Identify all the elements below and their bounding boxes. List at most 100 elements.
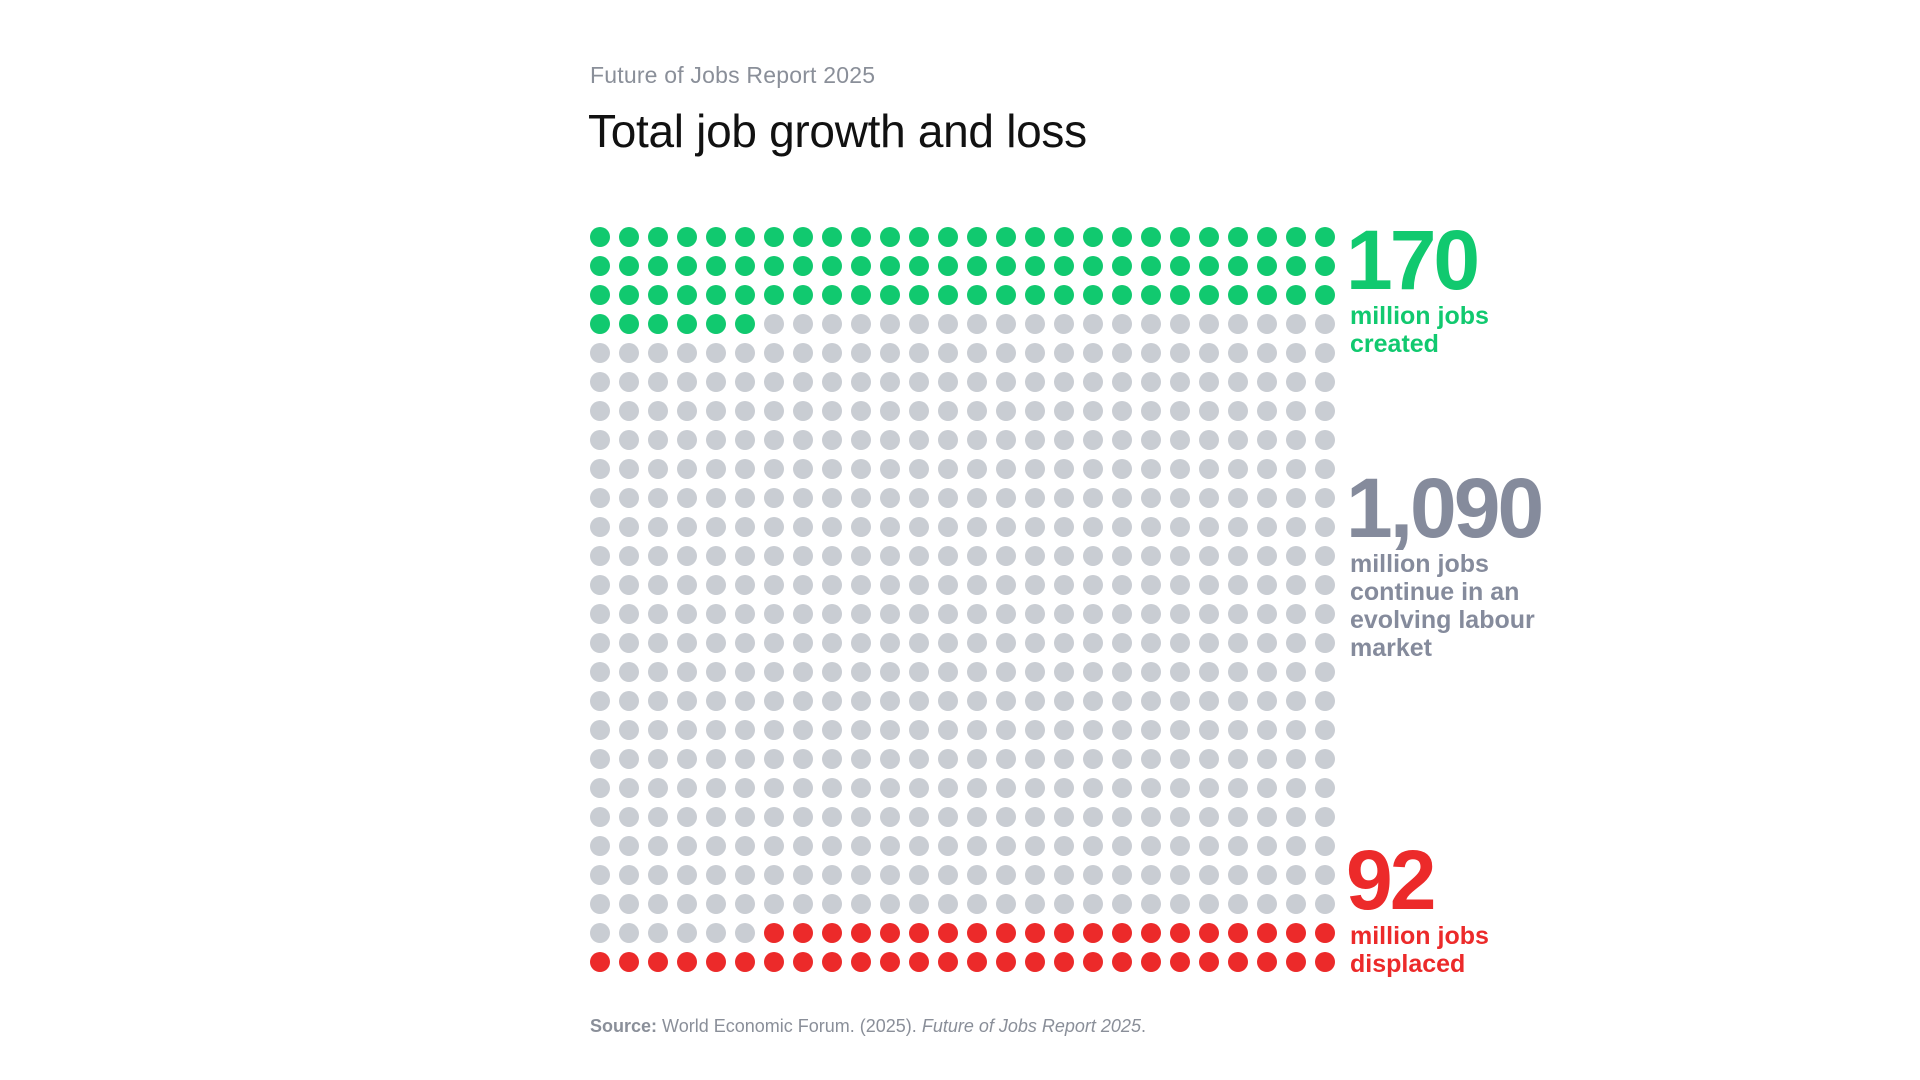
dot-continuing — [1286, 459, 1306, 479]
dot-continuing — [967, 691, 987, 711]
dot-continuing — [1112, 865, 1132, 885]
dot-created — [880, 227, 900, 247]
dot-created — [1083, 227, 1103, 247]
dot-continuing — [996, 807, 1016, 827]
dot-continuing — [1083, 517, 1103, 537]
dot-created — [793, 227, 813, 247]
dot-continuing — [793, 720, 813, 740]
dot-continuing — [880, 343, 900, 363]
dot-displaced — [619, 952, 639, 972]
dot-continuing — [1141, 720, 1161, 740]
dot-continuing — [1286, 749, 1306, 769]
dot-continuing — [880, 691, 900, 711]
dot-continuing — [1083, 488, 1103, 508]
dot-continuing — [619, 720, 639, 740]
dot-continuing — [851, 488, 871, 508]
dot-continuing — [793, 865, 813, 885]
dot-continuing — [648, 662, 668, 682]
dot-continuing — [1025, 691, 1045, 711]
dot-continuing — [735, 343, 755, 363]
dot-continuing — [735, 430, 755, 450]
dot-continuing — [793, 807, 813, 827]
dot-continuing — [735, 604, 755, 624]
dot-continuing — [1228, 662, 1248, 682]
dot-created — [909, 227, 929, 247]
dot-continuing — [1054, 691, 1074, 711]
dot-created — [735, 256, 755, 276]
displaced-label: million jobs displaced — [1350, 922, 1489, 978]
dot-continuing — [1315, 865, 1335, 885]
dot-continuing — [851, 343, 871, 363]
dot-continuing — [880, 749, 900, 769]
dot-continuing — [1054, 836, 1074, 856]
dot-continuing — [938, 517, 958, 537]
dot-created — [996, 285, 1016, 305]
dot-continuing — [1228, 575, 1248, 595]
dot-continuing — [764, 343, 784, 363]
dot-continuing — [1228, 749, 1248, 769]
dot-continuing — [677, 604, 697, 624]
dot-continuing — [1083, 720, 1103, 740]
dot-continuing — [793, 517, 813, 537]
dot-continuing — [1315, 343, 1335, 363]
dot-continuing — [1112, 488, 1132, 508]
dot-continuing — [764, 720, 784, 740]
dot-continuing — [677, 401, 697, 421]
dot-continuing — [938, 372, 958, 392]
dot-displaced — [1315, 952, 1335, 972]
dot-continuing — [1257, 836, 1277, 856]
dot-displaced — [851, 923, 871, 943]
dot-continuing — [1286, 575, 1306, 595]
created-value: 170 — [1346, 213, 1480, 307]
dot-continuing — [1257, 372, 1277, 392]
dot-continuing — [1286, 488, 1306, 508]
dot-continuing — [851, 749, 871, 769]
dot-continuing — [735, 662, 755, 682]
dot-created — [619, 314, 639, 334]
dot-continuing — [1199, 865, 1219, 885]
dot-continuing — [677, 749, 697, 769]
dot-displaced — [938, 923, 958, 943]
dot-continuing — [1257, 401, 1277, 421]
dot-displaced — [822, 952, 842, 972]
dot-continuing — [1257, 314, 1277, 334]
dot-continuing — [1257, 720, 1277, 740]
dot-continuing — [793, 459, 813, 479]
dot-continuing — [590, 343, 610, 363]
dot-continuing — [677, 430, 697, 450]
dot-continuing — [822, 343, 842, 363]
dot-continuing — [1025, 778, 1045, 798]
dot-continuing — [648, 430, 668, 450]
dot-continuing — [1199, 691, 1219, 711]
dot-continuing — [938, 836, 958, 856]
dot-continuing — [996, 836, 1016, 856]
dot-continuing — [938, 807, 958, 827]
dot-created — [1112, 227, 1132, 247]
dot-continuing — [1112, 314, 1132, 334]
dot-continuing — [648, 517, 668, 537]
dot-continuing — [880, 836, 900, 856]
dot-continuing — [764, 459, 784, 479]
dot-continuing — [1286, 517, 1306, 537]
dot-continuing — [1054, 459, 1074, 479]
dot-continuing — [590, 430, 610, 450]
dot-continuing — [648, 778, 668, 798]
dot-continuing — [677, 575, 697, 595]
dot-continuing — [909, 807, 929, 827]
dot-continuing — [793, 546, 813, 566]
dot-continuing — [1141, 517, 1161, 537]
dot-continuing — [851, 720, 871, 740]
dot-continuing — [793, 604, 813, 624]
dot-continuing — [880, 662, 900, 682]
dot-created — [648, 256, 668, 276]
dot-continuing — [677, 865, 697, 885]
dot-continuing — [1286, 662, 1306, 682]
dot-continuing — [1228, 836, 1248, 856]
dot-displaced — [648, 952, 668, 972]
dot-displaced — [967, 923, 987, 943]
dot-continuing — [880, 401, 900, 421]
dot-continuing — [1141, 459, 1161, 479]
dot-created — [967, 227, 987, 247]
dot-continuing — [1286, 604, 1306, 624]
dot-continuing — [1170, 546, 1190, 566]
